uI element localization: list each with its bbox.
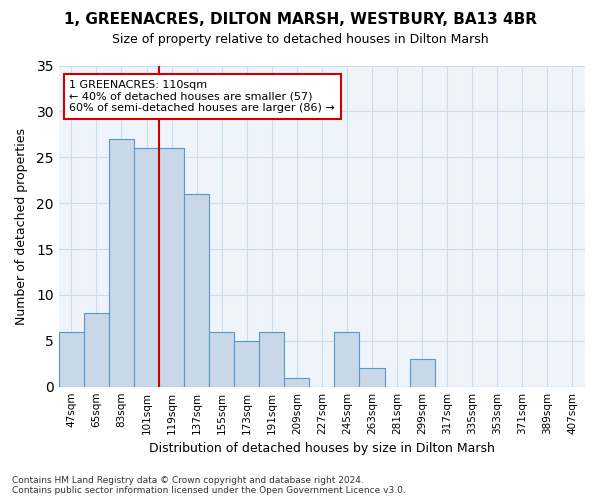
Text: 1, GREENACRES, DILTON MARSH, WESTBURY, BA13 4BR: 1, GREENACRES, DILTON MARSH, WESTBURY, B…	[64, 12, 536, 28]
Bar	[184, 194, 209, 386]
Bar	[59, 332, 84, 386]
X-axis label: Distribution of detached houses by size in Dilton Marsh: Distribution of detached houses by size …	[149, 442, 495, 455]
Bar	[410, 359, 434, 386]
Bar	[359, 368, 385, 386]
Bar	[334, 332, 359, 386]
Bar	[109, 139, 134, 386]
Bar	[134, 148, 159, 386]
Bar	[84, 314, 109, 386]
Bar	[209, 332, 234, 386]
Text: Size of property relative to detached houses in Dilton Marsh: Size of property relative to detached ho…	[112, 32, 488, 46]
Bar	[159, 148, 184, 386]
Text: Contains public sector information licensed under the Open Government Licence v3: Contains public sector information licen…	[12, 486, 406, 495]
Bar	[234, 341, 259, 386]
Text: Contains HM Land Registry data © Crown copyright and database right 2024.: Contains HM Land Registry data © Crown c…	[12, 476, 364, 485]
Text: 1 GREENACRES: 110sqm
← 40% of detached houses are smaller (57)
60% of semi-detac: 1 GREENACRES: 110sqm ← 40% of detached h…	[70, 80, 335, 113]
Bar	[259, 332, 284, 386]
Bar	[284, 378, 310, 386]
Y-axis label: Number of detached properties: Number of detached properties	[15, 128, 28, 324]
